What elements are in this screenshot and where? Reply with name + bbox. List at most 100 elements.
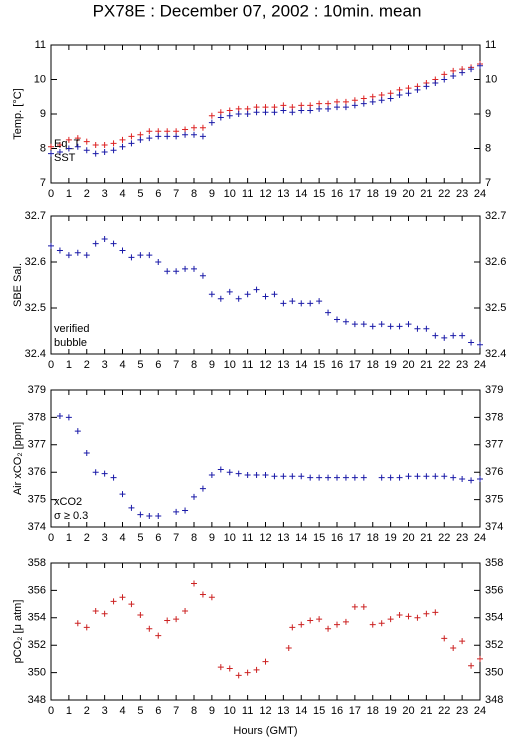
point bbox=[119, 491, 126, 498]
point bbox=[325, 474, 332, 481]
x-tick-label: 5 bbox=[137, 188, 143, 200]
x-tick-label: 2 bbox=[84, 188, 90, 200]
point bbox=[173, 128, 180, 135]
plot-frame bbox=[50, 389, 481, 528]
point bbox=[450, 67, 457, 74]
x-tick-label: 8 bbox=[191, 188, 197, 200]
x-tick-label: 12 bbox=[259, 705, 271, 717]
point bbox=[83, 138, 90, 145]
point bbox=[459, 69, 466, 76]
point bbox=[235, 105, 242, 112]
point bbox=[110, 598, 117, 605]
series bbox=[48, 236, 483, 348]
point bbox=[83, 624, 90, 631]
point bbox=[146, 135, 153, 142]
x-tick-label: 10 bbox=[224, 532, 236, 544]
x-tick-label: 20 bbox=[402, 705, 414, 717]
point bbox=[83, 252, 90, 259]
point bbox=[307, 107, 314, 114]
point bbox=[119, 594, 126, 601]
y-tick-label: 8 bbox=[40, 142, 46, 154]
y-tick-label: 32.6 bbox=[25, 256, 46, 268]
x-tick-label: 17 bbox=[349, 705, 361, 717]
point bbox=[423, 610, 430, 617]
point bbox=[360, 321, 367, 328]
point bbox=[235, 295, 242, 302]
y-tick-label: 350 bbox=[28, 667, 46, 679]
point bbox=[146, 625, 153, 632]
x-tick-label: 21 bbox=[420, 532, 432, 544]
point bbox=[92, 469, 99, 476]
point bbox=[396, 86, 403, 93]
y-tick-label: 7 bbox=[40, 177, 46, 189]
y-tick-label-right: 32.5 bbox=[485, 302, 506, 314]
point bbox=[101, 236, 108, 242]
point bbox=[271, 473, 278, 480]
point bbox=[325, 100, 332, 107]
point bbox=[74, 135, 81, 142]
point bbox=[128, 140, 135, 147]
point bbox=[369, 621, 376, 628]
x-tick-label: 16 bbox=[331, 188, 343, 200]
point bbox=[351, 321, 358, 328]
point bbox=[316, 616, 323, 623]
point bbox=[396, 92, 403, 99]
point bbox=[405, 613, 412, 620]
point bbox=[271, 104, 278, 111]
point bbox=[280, 300, 287, 307]
x-tick-label: 22 bbox=[438, 359, 450, 371]
point bbox=[235, 470, 242, 477]
point bbox=[74, 620, 81, 627]
point bbox=[271, 109, 278, 116]
point bbox=[182, 131, 189, 138]
point bbox=[137, 612, 144, 619]
point bbox=[110, 147, 117, 154]
x-tick-label: 1 bbox=[66, 359, 72, 371]
point bbox=[280, 102, 287, 109]
x-tick-label: 18 bbox=[367, 359, 379, 371]
point bbox=[191, 580, 197, 587]
point bbox=[342, 618, 349, 625]
point bbox=[199, 485, 206, 492]
point bbox=[155, 259, 162, 265]
x-tick-label: 10 bbox=[224, 359, 236, 371]
x-tick-label: 17 bbox=[349, 359, 361, 371]
y-tick-label: 348 bbox=[28, 694, 46, 706]
point bbox=[199, 133, 206, 140]
point bbox=[101, 142, 108, 149]
x-tick-label: 13 bbox=[277, 532, 289, 544]
point bbox=[217, 109, 224, 116]
point bbox=[423, 473, 430, 480]
point bbox=[83, 147, 90, 154]
point bbox=[307, 617, 314, 624]
x-tick-label: 23 bbox=[456, 188, 468, 200]
x-tick-label: 21 bbox=[420, 188, 432, 200]
point bbox=[253, 104, 260, 111]
y-tick-label-right: 348 bbox=[485, 694, 503, 706]
point bbox=[119, 143, 126, 150]
point bbox=[307, 300, 314, 307]
point bbox=[226, 112, 233, 119]
point bbox=[244, 111, 251, 117]
x-tick-label: 3 bbox=[102, 359, 108, 371]
point bbox=[289, 109, 296, 116]
point bbox=[360, 95, 367, 102]
point bbox=[378, 97, 385, 104]
y-tick-label-right: 356 bbox=[485, 584, 503, 596]
x-tick-label: 8 bbox=[191, 359, 197, 371]
point bbox=[325, 625, 332, 632]
point bbox=[173, 508, 180, 515]
point bbox=[56, 142, 63, 149]
point bbox=[101, 610, 108, 617]
x-tick-label: 4 bbox=[119, 188, 125, 200]
y-tick-label-right: 32.6 bbox=[485, 256, 506, 268]
point bbox=[325, 309, 332, 316]
point bbox=[477, 476, 483, 483]
point bbox=[285, 644, 292, 651]
y-tick-label-right: 374 bbox=[485, 521, 503, 533]
x-tick-label: 7 bbox=[173, 532, 179, 544]
point bbox=[342, 104, 349, 111]
point bbox=[289, 104, 296, 111]
point bbox=[74, 249, 81, 256]
point bbox=[128, 133, 135, 140]
